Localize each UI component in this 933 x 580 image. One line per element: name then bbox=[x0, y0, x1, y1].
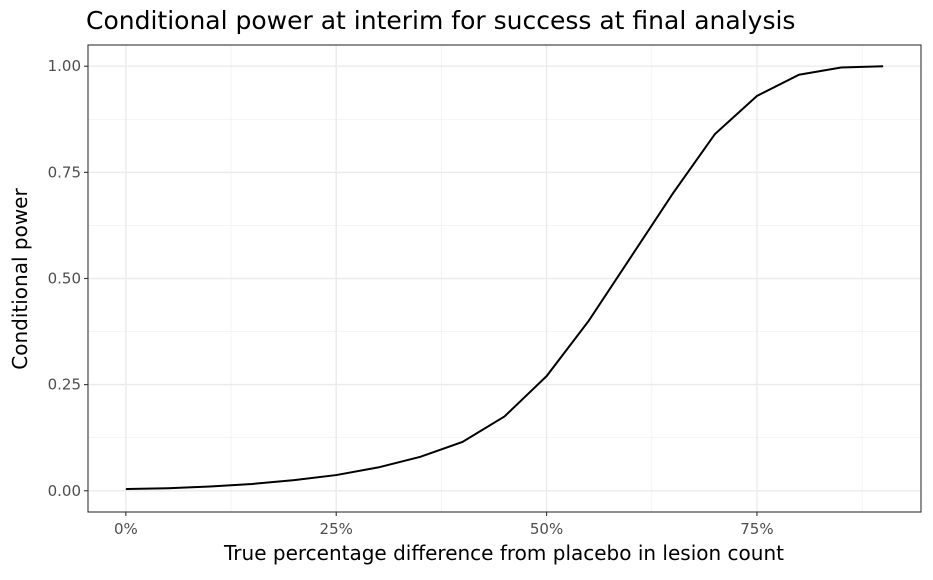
x-tick-label: 75% bbox=[740, 520, 773, 538]
plot-panel bbox=[87, 44, 922, 513]
x-tick-label: 50% bbox=[530, 520, 563, 538]
x-axis-title: True percentage difference from placebo … bbox=[223, 541, 784, 565]
y-tick-label: 0.25 bbox=[48, 376, 81, 394]
axis-ticks: 0% 25% 50% 75% 0.00 0.25 0.50 0.75 1.00 bbox=[48, 57, 774, 538]
y-tick-label: 0.00 bbox=[48, 482, 81, 500]
y-tick-label: 0.50 bbox=[48, 270, 81, 288]
x-tick-label: 0% bbox=[114, 520, 138, 538]
conditional-power-curve bbox=[125, 65, 884, 491]
y-tick-label: 0.75 bbox=[48, 163, 81, 181]
x-tick-label: 25% bbox=[320, 520, 353, 538]
chart-title: Conditional power at interim for success… bbox=[86, 6, 795, 35]
y-tick-label: 1.00 bbox=[48, 57, 81, 75]
y-axis-title: Conditional power bbox=[8, 188, 32, 370]
